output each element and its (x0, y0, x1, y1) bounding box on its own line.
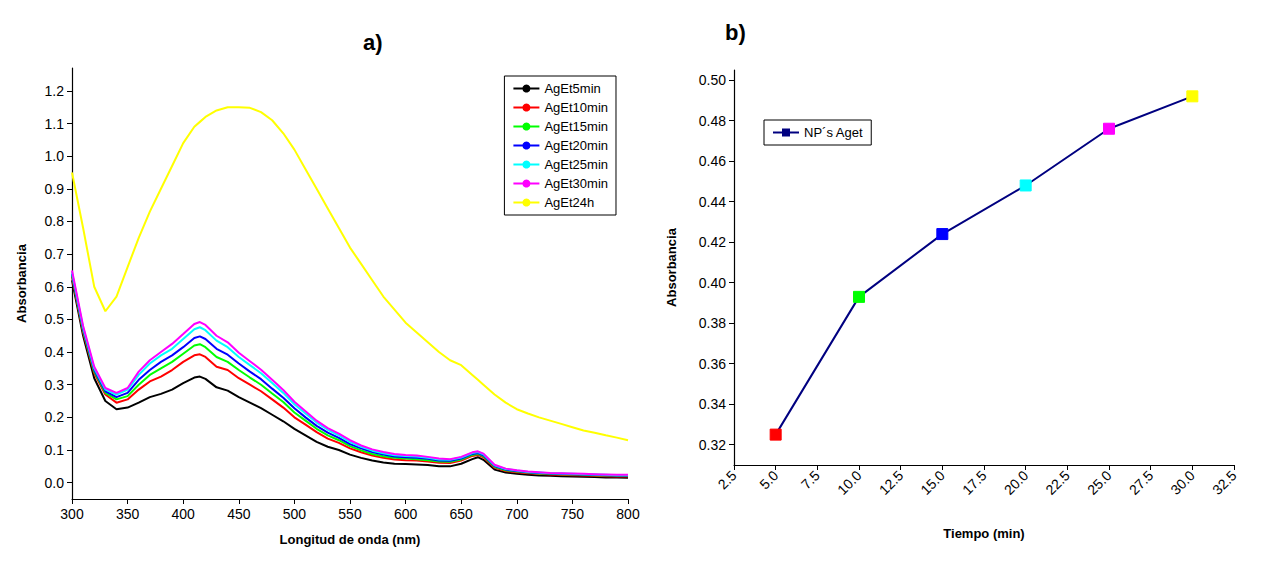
svg-text:0.3: 0.3 (45, 377, 65, 393)
svg-text:0.44: 0.44 (699, 194, 726, 210)
svg-text:400: 400 (172, 506, 196, 522)
svg-text:0.9: 0.9 (45, 181, 65, 197)
svg-text:350: 350 (116, 506, 140, 522)
svg-text:Absorbancia: Absorbancia (14, 243, 29, 323)
svg-text:7.5: 7.5 (798, 467, 823, 492)
svg-text:0.40: 0.40 (699, 275, 726, 291)
svg-text:17.5: 17.5 (959, 467, 990, 498)
svg-text:0.48: 0.48 (699, 113, 726, 129)
svg-text:550: 550 (338, 506, 362, 522)
svg-text:0.46: 0.46 (699, 153, 726, 169)
svg-text:0.0: 0.0 (45, 475, 65, 491)
svg-text:Absorbancia: Absorbancia (664, 227, 679, 307)
svg-text:15.0: 15.0 (917, 467, 948, 498)
svg-text:Tiempo (min): Tiempo (min) (943, 526, 1024, 541)
svg-text:AgEt25min: AgEt25min (544, 157, 608, 172)
svg-text:10.0: 10.0 (834, 467, 865, 498)
svg-text:750: 750 (561, 506, 585, 522)
svg-text:32.5: 32.5 (1209, 467, 1240, 498)
svg-text:b): b) (725, 20, 746, 45)
svg-text:600: 600 (394, 506, 418, 522)
svg-text:0.36: 0.36 (699, 356, 726, 372)
svg-text:0.50: 0.50 (699, 72, 726, 88)
svg-text:20.0: 20.0 (1001, 467, 1032, 498)
svg-text:1.2: 1.2 (45, 83, 65, 99)
svg-text:0.4: 0.4 (45, 344, 65, 360)
svg-text:0.7: 0.7 (45, 246, 65, 262)
svg-text:0.34: 0.34 (699, 396, 726, 412)
svg-text:450: 450 (227, 506, 251, 522)
svg-text:22.5: 22.5 (1042, 467, 1073, 498)
svg-text:NP´s Aget: NP´s Aget (804, 125, 863, 140)
svg-text:0.32: 0.32 (699, 437, 726, 453)
svg-text:1.0: 1.0 (45, 148, 65, 164)
svg-text:500: 500 (283, 506, 307, 522)
svg-text:0.8: 0.8 (45, 213, 65, 229)
svg-text:Longitud de onda (nm): Longitud de onda (nm) (280, 532, 421, 547)
svg-text:300: 300 (60, 506, 84, 522)
svg-text:30.0: 30.0 (1167, 467, 1198, 498)
svg-text:AgEt24h: AgEt24h (544, 195, 594, 210)
svg-text:2.5: 2.5 (715, 467, 740, 492)
svg-text:0.42: 0.42 (699, 234, 726, 250)
svg-text:AgEt10min: AgEt10min (544, 100, 608, 115)
svg-text:AgEt5min: AgEt5min (544, 81, 600, 96)
svg-text:27.5: 27.5 (1126, 467, 1157, 498)
svg-text:800: 800 (616, 506, 640, 522)
svg-text:0.2: 0.2 (45, 409, 65, 425)
svg-text:0.1: 0.1 (45, 442, 65, 458)
svg-text:650: 650 (450, 506, 474, 522)
svg-text:0.6: 0.6 (45, 279, 65, 295)
svg-text:1.1: 1.1 (45, 116, 65, 132)
svg-text:0.38: 0.38 (699, 315, 726, 331)
svg-text:12.5: 12.5 (876, 467, 907, 498)
svg-text:25.0: 25.0 (1084, 467, 1115, 498)
svg-text:a): a) (363, 30, 383, 55)
svg-text:AgEt20min: AgEt20min (544, 138, 608, 153)
svg-text:700: 700 (505, 506, 529, 522)
svg-text:0.5: 0.5 (45, 311, 65, 327)
svg-text:AgEt15min: AgEt15min (544, 119, 608, 134)
svg-text:5.0: 5.0 (756, 467, 781, 492)
svg-text:AgEt30min: AgEt30min (544, 176, 608, 191)
